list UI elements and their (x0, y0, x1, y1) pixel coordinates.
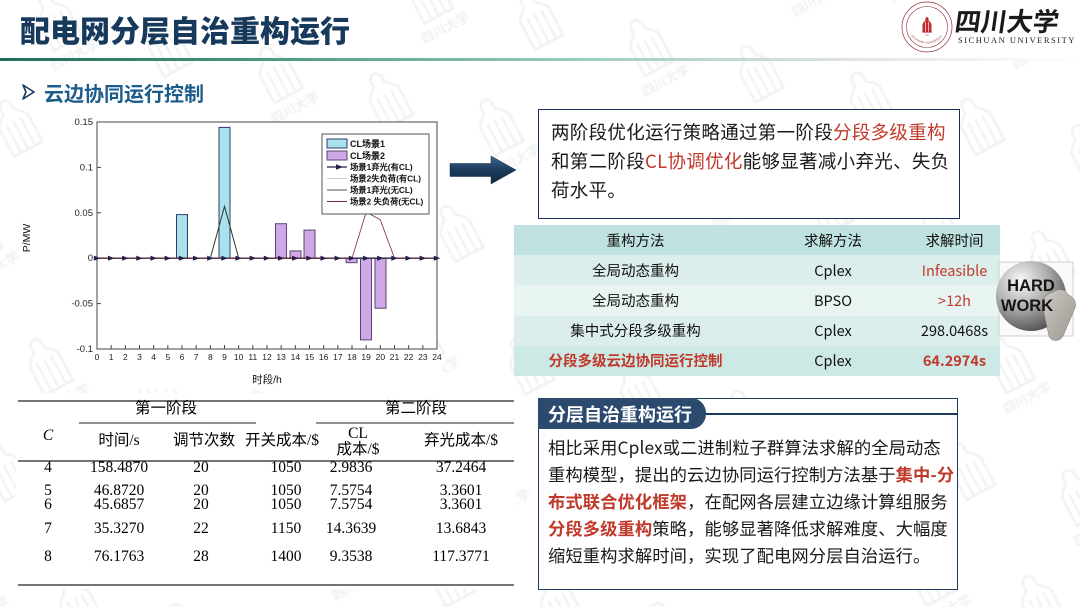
svg-text:13.6843: 13.6843 (436, 520, 487, 537)
svg-text:1: 1 (109, 352, 114, 362)
svg-text:24: 24 (432, 352, 442, 362)
svg-text:CL场景2: CL场景2 (350, 150, 385, 161)
svg-text:13: 13 (276, 352, 286, 362)
svg-text:WORK: WORK (1001, 297, 1053, 315)
svg-text:76.1763: 76.1763 (94, 548, 145, 565)
svg-text:四川大学: 四川大学 (953, 1, 1062, 39)
svg-text:20: 20 (193, 496, 209, 513)
svg-text:20: 20 (193, 459, 209, 476)
svg-text:0: 0 (95, 352, 100, 362)
svg-text:1050: 1050 (271, 496, 302, 513)
svg-text:19: 19 (361, 352, 371, 362)
svg-text:5: 5 (165, 352, 170, 362)
svg-text:21: 21 (390, 352, 400, 362)
svg-text:17: 17 (333, 352, 343, 362)
svg-text:CL场景1: CL场景1 (350, 138, 385, 149)
svg-text:场景1弃光(有CL): 场景1弃光(有CL) (350, 162, 413, 172)
svg-text:6: 6 (180, 352, 185, 362)
svg-text:16: 16 (319, 352, 329, 362)
svg-text:时间/s: 时间/s (98, 431, 139, 449)
svg-text:1150: 1150 (271, 520, 302, 537)
svg-text:HARD: HARD (1007, 277, 1055, 295)
svg-text:117.3771: 117.3771 (432, 548, 490, 565)
svg-text:场景2 失负荷(无CL): 场景2 失负荷(无CL) (350, 197, 424, 207)
svg-text:P/MW: P/MW (21, 224, 33, 253)
svg-text:0.1: 0.1 (80, 162, 93, 173)
svg-text:4: 4 (44, 459, 52, 476)
svg-text:18: 18 (347, 352, 357, 362)
svg-text:0.05: 0.05 (75, 208, 94, 219)
svg-text:2: 2 (123, 352, 128, 362)
svg-text:0.15: 0.15 (75, 117, 94, 128)
svg-text:8: 8 (208, 352, 213, 362)
svg-text:14: 14 (291, 352, 301, 362)
svg-text:22: 22 (404, 352, 414, 362)
svg-text:3: 3 (137, 352, 142, 362)
svg-text:9: 9 (222, 352, 227, 362)
svg-text:20: 20 (376, 352, 386, 362)
svg-text:23: 23 (418, 352, 428, 362)
svg-text:22: 22 (193, 520, 209, 537)
svg-text:7: 7 (44, 520, 52, 537)
svg-text:8: 8 (44, 548, 52, 565)
svg-text:0: 0 (88, 253, 93, 264)
svg-text:-0.05: -0.05 (71, 299, 93, 310)
svg-text:28: 28 (193, 548, 209, 565)
svg-text:CL: CL (348, 425, 368, 442)
svg-text:2.9836: 2.9836 (330, 459, 373, 476)
svg-text:4: 4 (151, 352, 156, 362)
svg-text:第一阶段: 第一阶段 (135, 399, 197, 417)
svg-text:1400: 1400 (271, 548, 302, 565)
svg-text:SICHUAN UNIVERSITY: SICHUAN UNIVERSITY (958, 35, 1076, 45)
svg-text:-0.1: -0.1 (77, 344, 93, 355)
svg-text:37.2464: 37.2464 (436, 459, 487, 476)
svg-text:第二阶段: 第二阶段 (385, 399, 447, 417)
svg-text:时段/h: 时段/h (252, 373, 282, 386)
svg-text:158.4870: 158.4870 (90, 459, 148, 476)
svg-text:15: 15 (305, 352, 315, 362)
svg-text:9.3538: 9.3538 (330, 548, 373, 565)
svg-text:14.3639: 14.3639 (326, 520, 377, 537)
svg-text:45.6857: 45.6857 (94, 496, 145, 513)
svg-text:成本/$: 成本/$ (336, 440, 379, 458)
svg-text:11: 11 (248, 352, 257, 362)
svg-text:C: C (43, 427, 54, 444)
svg-text:10: 10 (234, 352, 244, 362)
svg-text:6: 6 (44, 496, 52, 513)
svg-text:1896: 1896 (925, 35, 929, 37)
svg-text:35.3270: 35.3270 (94, 520, 145, 537)
svg-text:7: 7 (194, 352, 199, 362)
svg-text:7.5754: 7.5754 (330, 496, 373, 513)
svg-text:1050: 1050 (271, 459, 302, 476)
svg-text:弃光成本/$: 弃光成本/$ (424, 431, 498, 449)
svg-text:场景2失负荷(有CL): 场景2失负荷(有CL) (350, 174, 421, 184)
svg-text:场景1弃光(无CL): 场景1弃光(无CL) (350, 185, 413, 195)
svg-text:调节次数: 调节次数 (173, 431, 236, 449)
svg-text:12: 12 (262, 352, 272, 362)
svg-text:开关成本/$: 开关成本/$ (245, 431, 319, 449)
svg-text:3.3601: 3.3601 (440, 496, 483, 513)
